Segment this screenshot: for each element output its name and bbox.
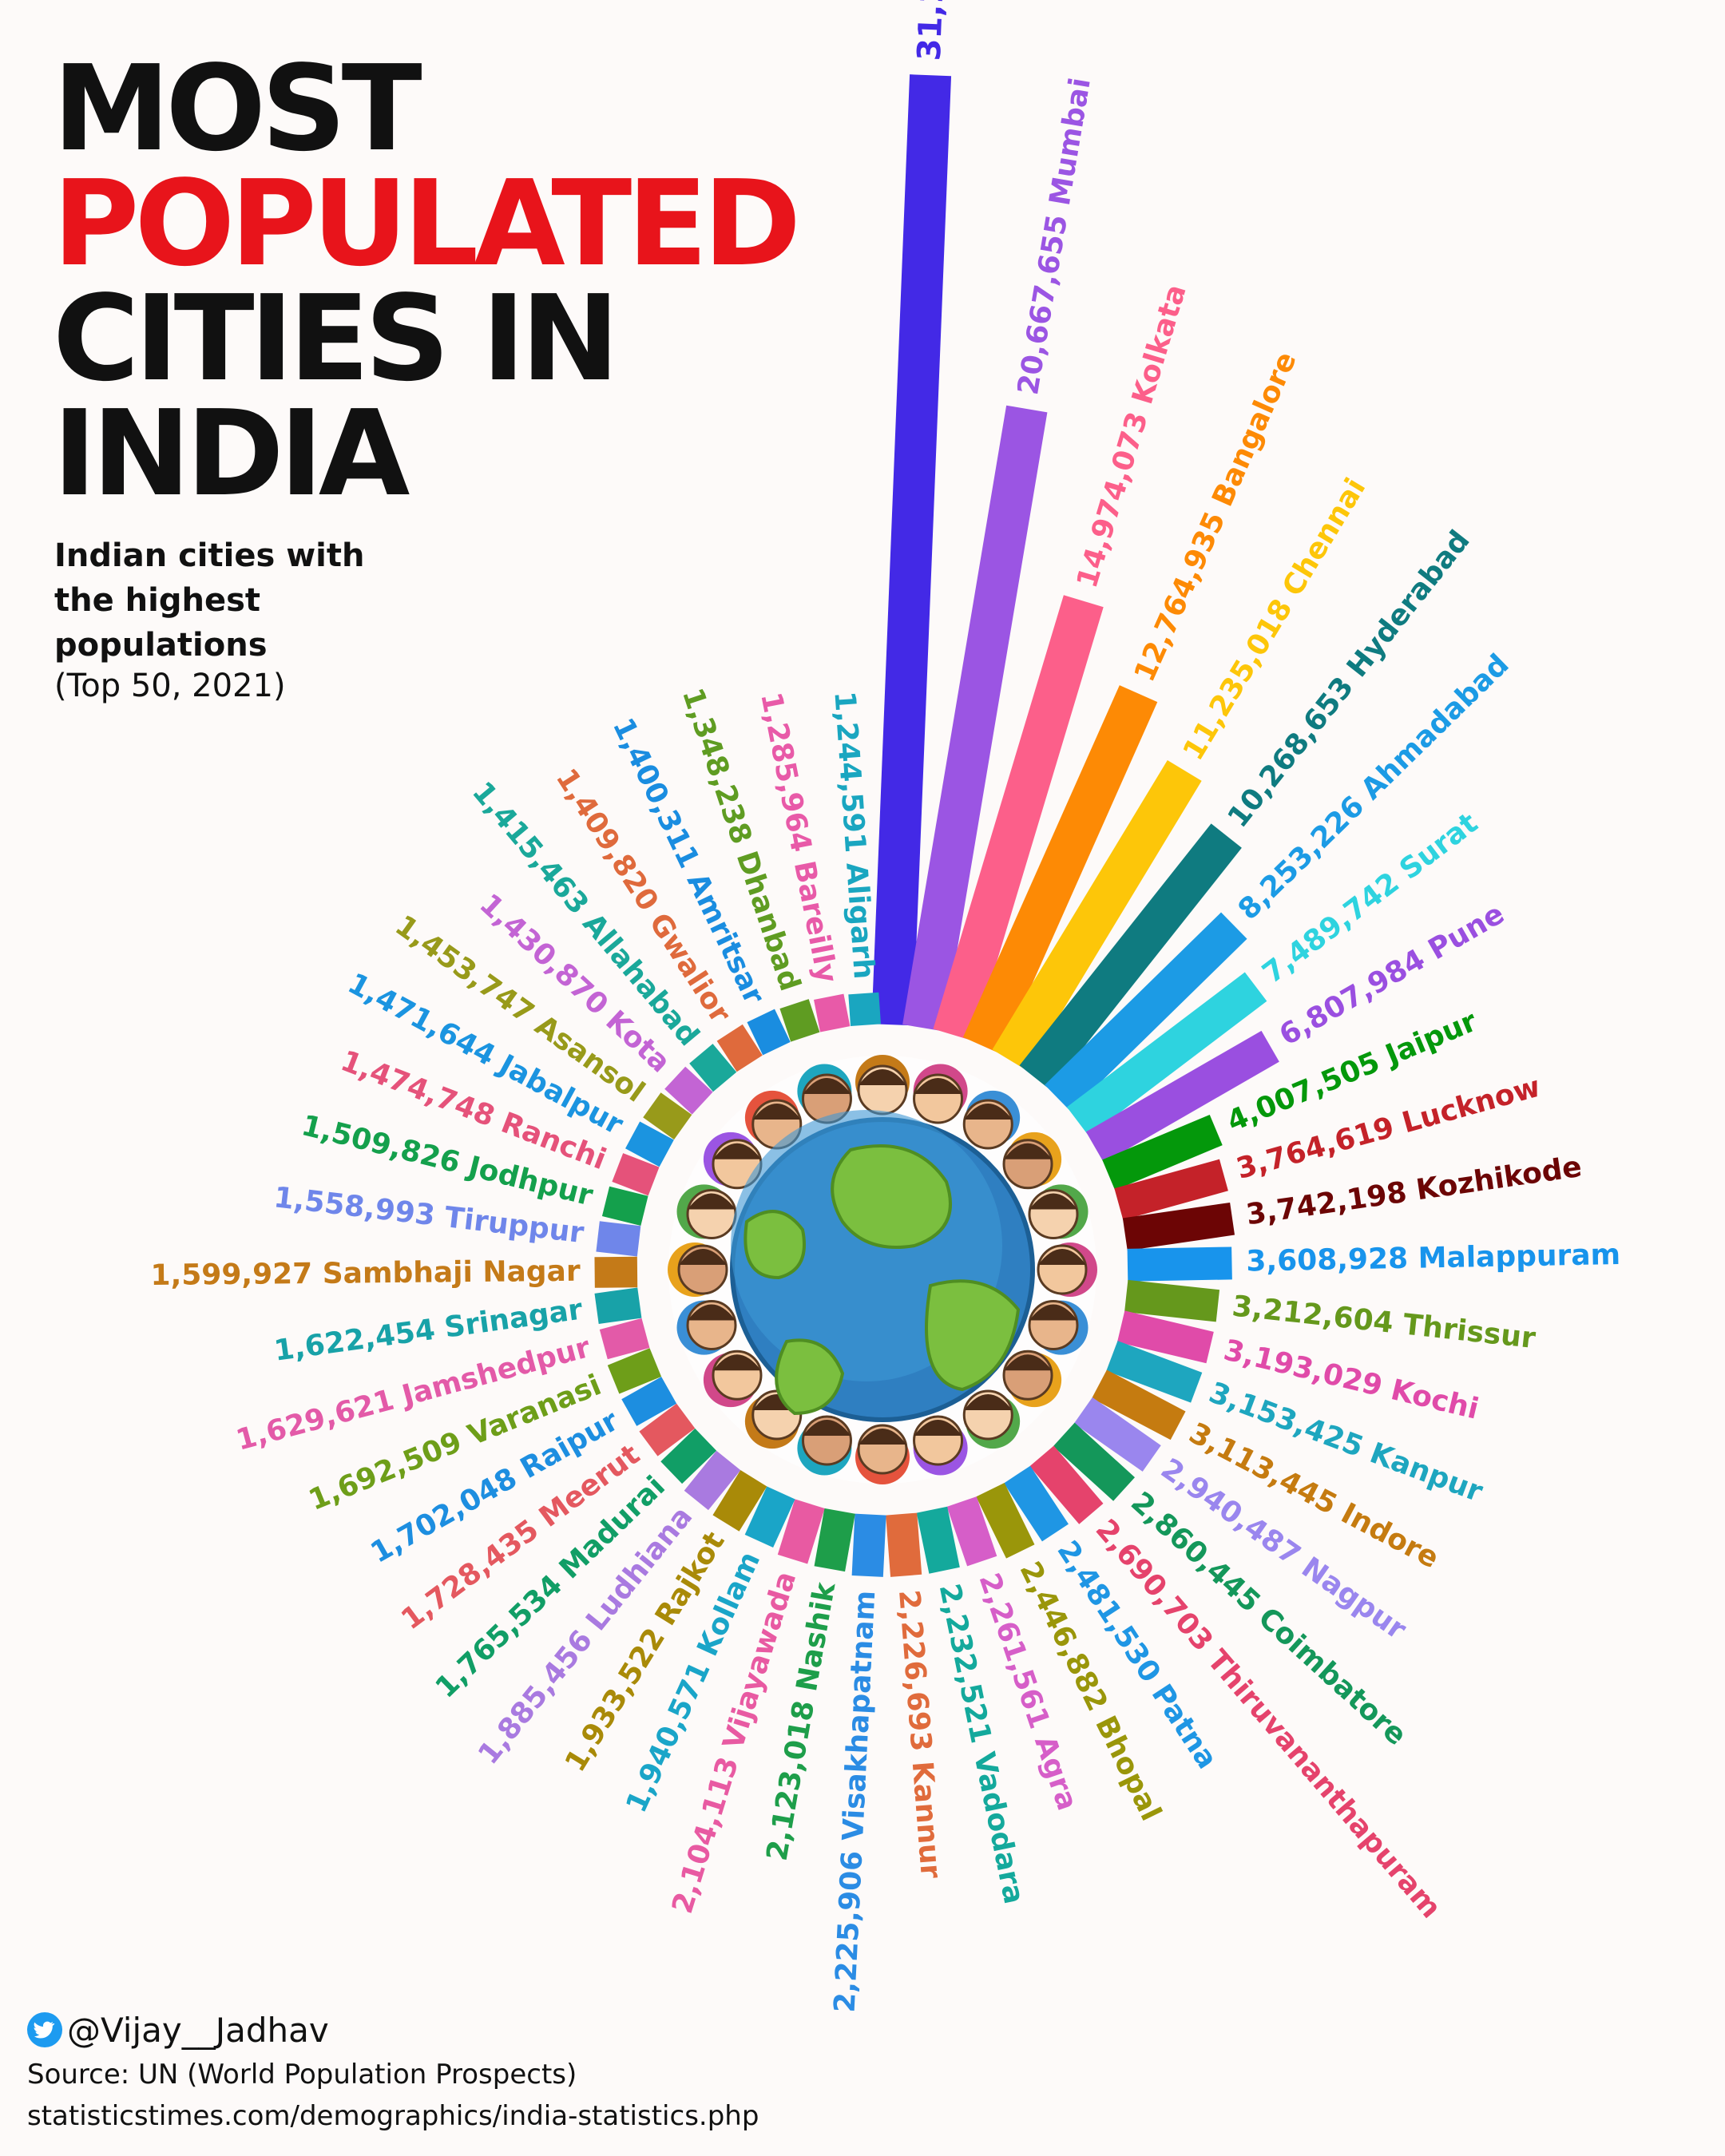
bar-tiruppur [596, 1221, 641, 1257]
person-icon [1002, 1349, 1062, 1408]
bar-jodhpur [601, 1186, 648, 1226]
person-icon [913, 1064, 968, 1124]
bar-kolkata [933, 595, 1104, 1041]
bar-srinagar [594, 1287, 642, 1324]
person-icon [797, 1064, 852, 1124]
person-icon [797, 1415, 852, 1476]
bar-ranchi [612, 1153, 660, 1196]
bar-kochi [1116, 1310, 1214, 1364]
bar-surat [1066, 972, 1267, 1136]
bar-mumbai [902, 405, 1048, 1032]
bar-ludhiana [684, 1450, 741, 1511]
bar-amritsar [747, 1009, 791, 1056]
bar-jabalpur [625, 1121, 674, 1167]
bar-chennai [992, 759, 1202, 1071]
bar-patna [1004, 1465, 1069, 1542]
bar-indore [1092, 1369, 1186, 1441]
bar-label-delhi: 31,181,377 Delhi [911, 0, 960, 61]
bar-varanasi [607, 1348, 662, 1394]
bar-kozhikode [1122, 1202, 1235, 1251]
bar-sambhaji-nagar [594, 1256, 638, 1288]
bar-allahabad [689, 1044, 737, 1092]
bar-madurai [660, 1428, 717, 1484]
bar-bareilly [814, 993, 851, 1032]
bar-lucknow [1114, 1159, 1228, 1220]
person-icon [668, 1242, 728, 1297]
bar-pune [1085, 1030, 1279, 1163]
bar-label-visakhapatnam: 2,225,906 Visakhapatnam [829, 1590, 882, 2013]
bar-coimbatore [1053, 1422, 1136, 1501]
twitter-bird-icon [27, 2012, 62, 2047]
person-icon [1037, 1242, 1097, 1297]
bar-kota [664, 1066, 713, 1115]
person-icon [855, 1424, 910, 1484]
chart-subnote: (Top 50, 2021) [54, 668, 286, 704]
title-line-3: CITIES IN [53, 270, 620, 407]
bar-aligarh [848, 992, 881, 1027]
bar-meerut [639, 1403, 696, 1456]
person-icon [676, 1184, 737, 1239]
person-icon [703, 1349, 763, 1408]
person-icon [962, 1389, 1021, 1449]
bar-label-sambhaji-nagar: 1,599,927 Sambhaji Nagar [150, 1255, 581, 1292]
bar-label-hyderabad: 10,268,653 Hyderabad [1222, 525, 1477, 834]
bar-label-surat: 7,489,742 Surat [1257, 807, 1485, 990]
bar-visakhapatnam [851, 1513, 886, 1577]
chart-subtitle: Indian cities with the highest populatio… [54, 537, 365, 664]
bar-nashik [814, 1508, 855, 1572]
bar-hyderabad [1019, 823, 1242, 1090]
person-icon [1028, 1184, 1089, 1239]
title-line-2: POPULATED [53, 155, 801, 292]
person-icon [676, 1300, 737, 1355]
bar-jaipur [1102, 1115, 1223, 1191]
bar-gwalior [716, 1024, 763, 1072]
bar-kollam [744, 1486, 795, 1548]
person-icon [962, 1090, 1021, 1150]
bar-nagpur [1073, 1397, 1161, 1472]
person-icon [913, 1415, 968, 1476]
bar-jamshedpur [599, 1318, 650, 1360]
bar-label-mumbai: 20,667,655 Mumbai [1012, 76, 1097, 398]
bar-ahmadabad [1045, 912, 1247, 1112]
bar-rajkot [712, 1470, 767, 1532]
bar-raipur [621, 1377, 677, 1426]
bar-malappuram [1127, 1246, 1232, 1282]
twitter-handle: @Vijay__Jadhav [67, 2011, 329, 2050]
bar-thiruvananthapuram [1029, 1445, 1104, 1524]
globe-with-people-icon [668, 1055, 1097, 1484]
person-icon [855, 1055, 910, 1116]
bar-kannur [886, 1512, 922, 1577]
bar-label-kannur: 2,226,693 Kannur [892, 1589, 947, 1880]
title-line-1: MOST [53, 40, 422, 177]
bar-kanpur [1106, 1341, 1203, 1403]
bar-bangalore [962, 685, 1158, 1054]
title-line-4: INDIA [53, 385, 410, 522]
bar-label-kolkata: 14,974,073 Kolkata [1071, 281, 1193, 592]
bar-vadodara [916, 1506, 960, 1574]
bar-bhopal [976, 1483, 1035, 1559]
source-note: Source: UN (World Population Prospects) [27, 2059, 577, 2091]
bar-agra [946, 1496, 997, 1567]
bar-delhi [871, 74, 952, 1026]
bar-dhanbad [779, 999, 820, 1042]
bar-vijayawada [777, 1499, 825, 1564]
bar-thrissur [1124, 1279, 1220, 1322]
bar-label-malappuram: 3,608,928 Malappuram [1246, 1239, 1620, 1278]
bar-asansol [643, 1092, 692, 1140]
source-url: statisticstimes.com/demographics/india-s… [27, 2100, 759, 2132]
person-icon [1028, 1300, 1089, 1355]
person-icon [1002, 1132, 1062, 1190]
